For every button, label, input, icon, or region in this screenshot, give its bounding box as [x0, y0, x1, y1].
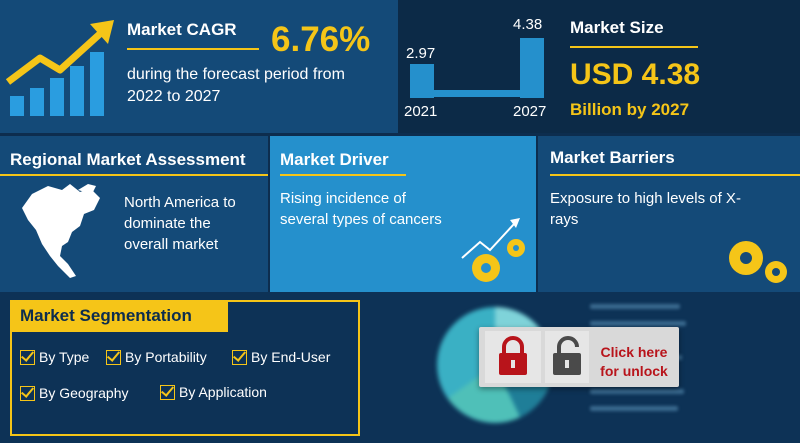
lock-icon [499, 336, 527, 375]
lock-tile[interactable] [485, 331, 541, 383]
unlock-tile[interactable] [545, 331, 589, 383]
segment-label: By End-User [251, 349, 331, 365]
driver-underline [280, 174, 406, 176]
regional-line1: North America to [124, 194, 236, 211]
regional-panel: Regional Market Assessment North America… [0, 136, 268, 292]
barriers-text: Exposure to high levels of X- rays [550, 188, 741, 230]
barriers-line2: rays [550, 211, 579, 228]
regional-line3: overall market [124, 236, 219, 253]
barriers-line1: Exposure to high levels of X- [550, 190, 741, 207]
market-size-panel: 2.97 4.38 2021 2027 Market Size USD 4.38… [398, 0, 800, 133]
cagr-underline [127, 48, 259, 50]
bar-2021-label: 2021 [404, 103, 438, 120]
gears-growth-icon [461, 218, 525, 282]
segment-label: By Application [179, 384, 267, 400]
bar-2021 [410, 64, 434, 98]
segmentation-title: Market Segmentation [20, 306, 192, 325]
segment-by-geography: By Geography [20, 385, 129, 401]
bar-2027-value: 4.38 [513, 16, 543, 33]
bar-2021-value: 2.97 [406, 45, 436, 62]
market-size-underline [570, 46, 698, 48]
bar-2027 [520, 38, 544, 98]
segment-label: By Geography [39, 385, 129, 401]
segmentation-tab: Market Segmentation [10, 300, 228, 332]
checkbox-icon [20, 349, 35, 365]
segment-by-application: By Application [160, 384, 267, 400]
market-size-chart [410, 38, 544, 98]
regional-title: Regional Market Assessment [10, 150, 246, 169]
segment-label: By Type [39, 349, 90, 365]
driver-title: Market Driver [280, 150, 389, 169]
checkbox-icon [160, 384, 175, 400]
cagr-value: 6.76% [271, 20, 371, 59]
driver-text: Rising incidence of several types of can… [280, 188, 442, 230]
segment-label: By Portability [125, 349, 207, 365]
barriers-underline [550, 174, 800, 176]
barriers-panel: Market Barriers Exposure to high levels … [538, 136, 800, 292]
bar-2027-label: 2027 [513, 103, 547, 120]
segment-by-type: By Type [20, 349, 89, 365]
unlock-icon [553, 336, 581, 375]
market-size-title: Market Size [570, 18, 664, 37]
market-size-value: USD 4.38 [570, 58, 701, 91]
market-size-subtitle: Billion by 2027 [570, 100, 690, 119]
checkbox-icon [20, 385, 35, 401]
regional-underline [0, 174, 268, 176]
cagr-description: during the forecast period from 2022 to … [127, 64, 345, 108]
bar-baseline [434, 90, 528, 97]
gears-icon [729, 241, 787, 283]
segment-by-end-user: By End-User [232, 349, 330, 365]
cagr-title: Market CAGR [127, 20, 237, 39]
cagr-description-line1: during the forecast period from [127, 66, 345, 83]
cagr-panel: Market CAGR 6.76% during the forecast pe… [0, 0, 398, 133]
regional-text: North America to dominate the overall ma… [124, 192, 236, 255]
regional-line2: dominate the [124, 215, 211, 232]
driver-line1: Rising incidence of [280, 190, 406, 207]
north-america-map-icon [22, 184, 100, 278]
unlock-line2[interactable]: for unlock [600, 363, 668, 379]
driver-line2: several types of cancers [280, 211, 442, 228]
growth-arrow-icon [6, 20, 114, 116]
driver-panel: Market Driver Rising incidence of severa… [270, 136, 536, 292]
cagr-description-line2: 2022 to 2027 [127, 88, 221, 105]
checkbox-icon [106, 349, 121, 365]
segment-by-portability: By Portability [106, 349, 207, 365]
unlock-line1[interactable]: Click here [600, 344, 668, 360]
barriers-title: Market Barriers [550, 148, 675, 167]
checkbox-icon [232, 349, 247, 365]
unlock-text[interactable]: Click here for unlock [594, 343, 674, 381]
